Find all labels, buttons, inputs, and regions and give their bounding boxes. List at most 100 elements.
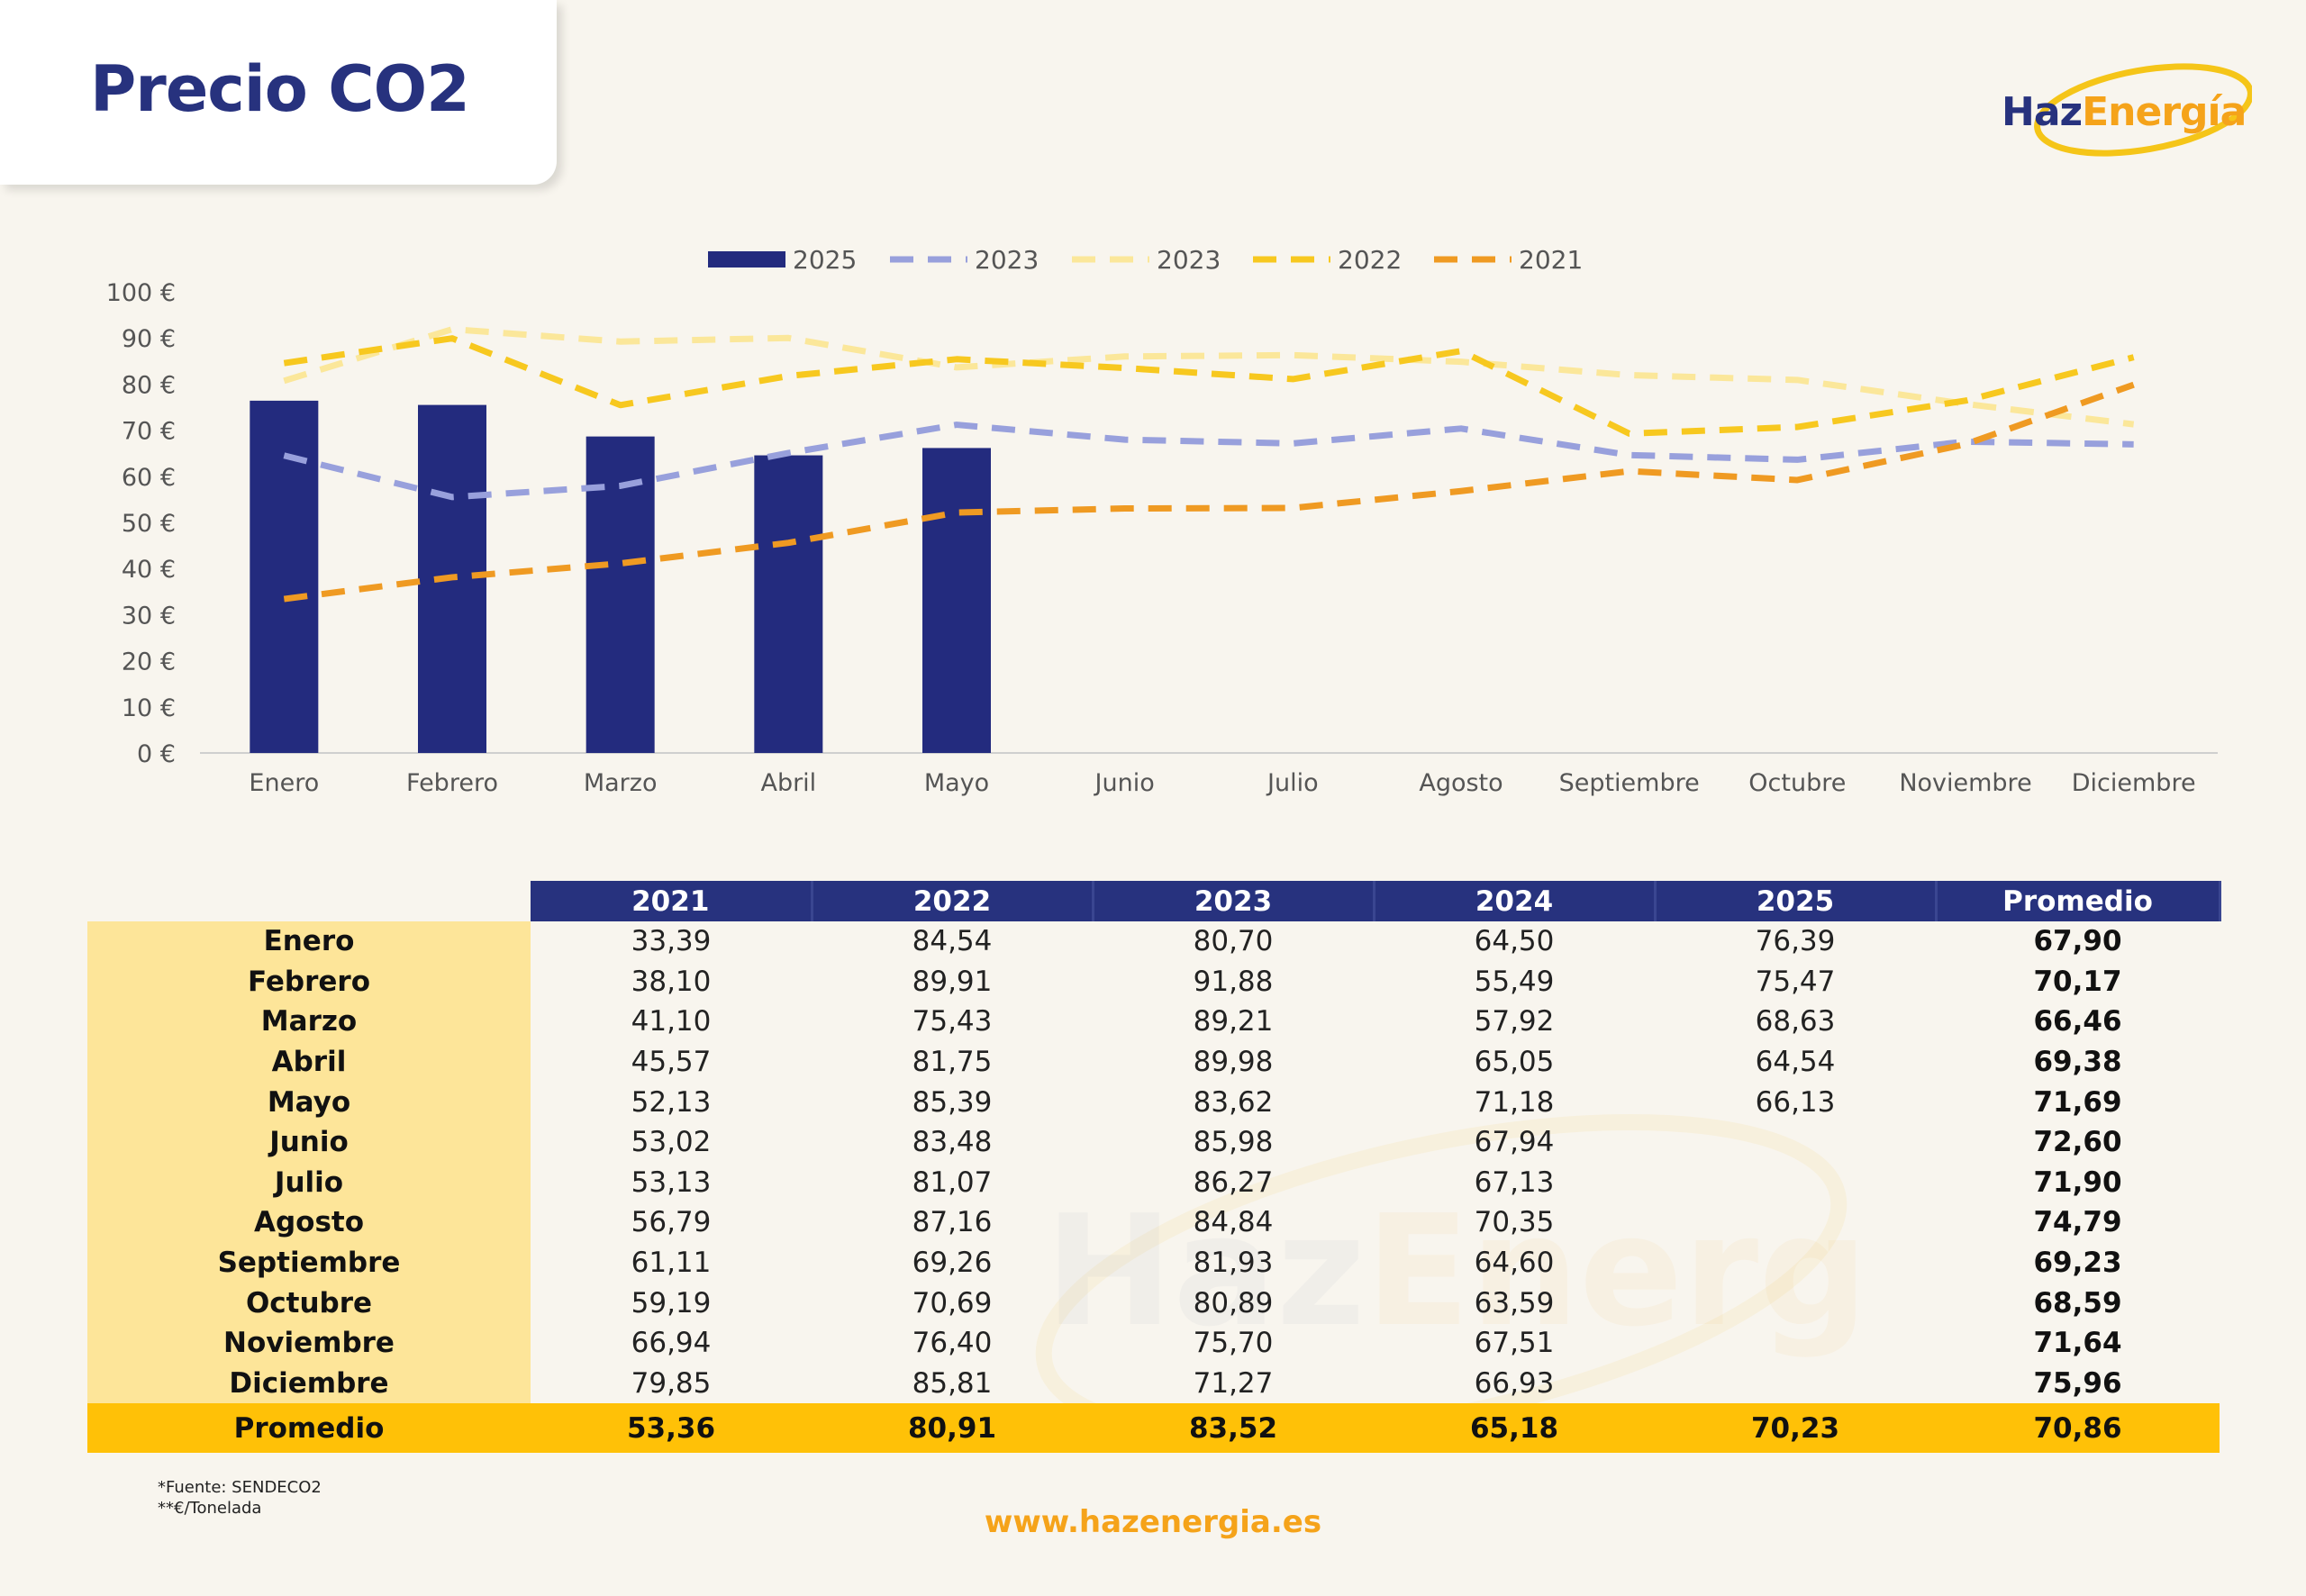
y-tick-label: 30 € — [122, 602, 176, 630]
table-cell: 84,54 — [912, 925, 993, 958]
table-cell: 75,70 — [1193, 1327, 1274, 1360]
table-header-2022: 2022 — [812, 881, 1094, 921]
footer-avg: 70,86 — [1936, 1403, 2220, 1454]
co2-price-chart: 2025 2023 2023 2022 2021 0 € 10 € 20 € 30 € 40 €… — [106, 245, 2218, 797]
line-series — [283, 326, 2135, 603]
table-cell: 41,10 — [631, 1005, 712, 1038]
table-cell — [1655, 1243, 1936, 1283]
table-cell: 79,85 — [631, 1366, 712, 1400]
source-note: *Fuente: SENDECO2 — [158, 1478, 322, 1497]
table-cell: 86,27 — [1193, 1165, 1274, 1199]
x-tick-label: Mayo — [924, 769, 989, 797]
legend-label: 2025 — [793, 245, 857, 275]
table-cell: 66,93 — [1474, 1366, 1555, 1400]
svg-text:HazEnergía: HazEnergía — [2002, 89, 2246, 135]
logo-ring-icon — [2034, 63, 2252, 157]
row-month-label: Octubre — [87, 1283, 531, 1323]
bar-2025-enero — [250, 400, 319, 753]
x-tick-label: Octubre — [1748, 769, 1846, 797]
row-average: 70,17 — [2033, 965, 2122, 998]
table-cell: 89,21 — [1193, 1005, 1274, 1038]
table-cell: 80,89 — [1193, 1286, 1274, 1319]
table-cell: 76,40 — [912, 1327, 993, 1360]
table-row: Enero 33,39 84,54 80,70 64,50 76,39 67,90 — [87, 921, 2220, 962]
row-average: 69,38 — [2033, 1046, 2122, 1079]
row-average: 71,69 — [2033, 1085, 2122, 1119]
table-cell: 55,49 — [1474, 965, 1555, 998]
footer-value: 65,18 — [1374, 1403, 1655, 1454]
table-row: Abril 45,57 81,75 89,98 65,05 64,54 69,38 — [87, 1041, 2220, 1083]
table-cell: 64,60 — [1474, 1247, 1555, 1280]
row-month-label: Diciembre — [87, 1363, 531, 1404]
y-axis: 0 € 10 € 20 € 30 € 40 € 50 € 60 € 70 € 80 € 90 € 1… — [106, 279, 176, 768]
row-month-label: Noviembre — [87, 1322, 531, 1364]
title-card: Precio CO2 — [0, 0, 557, 185]
line-series-2022-3 — [283, 335, 2135, 437]
co2-price-table: 2021 2022 2023 2024 2025 Promedio Enero 3… — [87, 881, 2221, 1454]
table-corner — [87, 881, 531, 921]
legend-label: 2022 — [1338, 245, 1402, 275]
table-cell: 71,27 — [1193, 1366, 1274, 1400]
table-cell: 52,13 — [631, 1085, 712, 1119]
website-link[interactable]: www.hazenergia.es — [984, 1504, 1322, 1540]
logo-text-energia: Energía — [2082, 89, 2246, 135]
x-axis: Enero Febrero Marzo Abril Mayo Junio Julio Agos… — [249, 769, 2195, 797]
unit-note: **€/Tonelada — [158, 1499, 262, 1518]
table-cell: 64,50 — [1474, 925, 1555, 958]
x-tick-label: Agosto — [1419, 769, 1503, 797]
x-tick-label: Junio — [1094, 769, 1155, 797]
table-body: Enero 33,39 84,54 80,70 64,50 76,39 67,90 Febre… — [87, 921, 2220, 1404]
table-cell: 75,47 — [1755, 965, 1836, 998]
bar-2025-abril — [754, 455, 823, 753]
table-cell: 85,98 — [1193, 1126, 1274, 1159]
row-average: 71,64 — [2033, 1327, 2122, 1360]
table-cell: 45,57 — [631, 1046, 712, 1079]
table-cell: 84,84 — [1193, 1206, 1274, 1239]
x-tick-label: Febrero — [406, 769, 498, 797]
table-row: Noviembre 66,94 76,40 75,70 67,51 71,64 — [87, 1322, 2220, 1364]
row-average: 68,59 — [2033, 1286, 2122, 1319]
x-tick-label: Diciembre — [2072, 769, 2196, 797]
table-cell: 81,75 — [912, 1046, 993, 1079]
table-cell: 68,63 — [1755, 1005, 1836, 1038]
y-tick-label: 80 € — [122, 371, 176, 399]
row-average: 66,46 — [2033, 1005, 2122, 1038]
table-cell: 63,59 — [1474, 1286, 1555, 1319]
row-month-label: Marzo — [87, 1002, 531, 1042]
table-row: Agosto 56,79 87,16 84,84 70,35 74,79 — [87, 1202, 2220, 1243]
bar-series — [250, 400, 991, 753]
x-tick-label: Julio — [1266, 769, 1319, 797]
footnotes: *Fuente: SENDECO2 **€/Tonelada — [158, 1477, 322, 1519]
table-cell: 85,81 — [912, 1366, 993, 1400]
table-cell: 59,19 — [631, 1286, 712, 1319]
table-cell — [1655, 1163, 1936, 1203]
table-cell: 81,93 — [1193, 1247, 1274, 1280]
row-month-label: Febrero — [87, 961, 531, 1002]
y-tick-label: 0 € — [137, 740, 176, 768]
table-row: Junio 53,02 83,48 85,98 67,94 72,60 — [87, 1121, 2220, 1163]
table-cell — [1655, 1122, 1936, 1163]
x-tick-label: Abril — [760, 769, 816, 797]
table-row: Octubre 59,19 70,69 80,89 63,59 68,59 — [87, 1283, 2220, 1323]
table-cell: 70,69 — [912, 1286, 993, 1319]
table-cell: 83,48 — [912, 1126, 993, 1159]
table-cell: 71,18 — [1474, 1085, 1555, 1119]
table-cell: 67,51 — [1474, 1327, 1555, 1360]
line-series-2023-2 — [283, 326, 2135, 428]
y-tick-label: 40 € — [122, 556, 176, 584]
y-tick-label: 100 € — [106, 279, 176, 307]
row-month-label: Agosto — [87, 1202, 531, 1243]
table-row: Julio 53,13 81,07 86,27 67,13 71,90 — [87, 1162, 2220, 1203]
y-tick-label: 90 € — [122, 325, 176, 353]
table-cell: 69,26 — [912, 1247, 993, 1280]
table-footer-row: Promedio 53,36 80,91 83,52 65,18 70,23 7… — [87, 1403, 2220, 1454]
hazenergia-logo: HazEnergía — [2002, 63, 2252, 157]
row-average: 71,90 — [2033, 1165, 2122, 1199]
table-cell: 64,54 — [1755, 1046, 1836, 1079]
table-cell: 56,79 — [631, 1206, 712, 1239]
table-header-promedio: Promedio — [1936, 881, 2221, 921]
y-tick-label: 10 € — [122, 694, 176, 722]
table-cell — [1655, 1202, 1936, 1243]
row-month-label: Abril — [87, 1041, 531, 1083]
y-tick-label: 70 € — [122, 418, 176, 446]
